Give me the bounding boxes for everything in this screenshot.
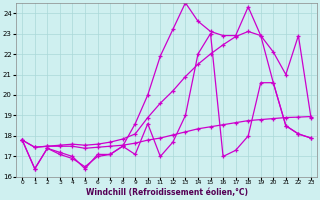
X-axis label: Windchill (Refroidissement éolien,°C): Windchill (Refroidissement éolien,°C)	[85, 188, 248, 197]
